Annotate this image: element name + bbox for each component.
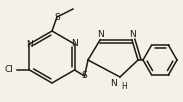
Text: S: S (82, 72, 87, 80)
Text: S: S (54, 13, 60, 22)
Text: N: N (129, 30, 135, 39)
Text: N: N (97, 30, 103, 39)
Text: N: N (26, 39, 33, 48)
Text: N: N (110, 79, 117, 88)
Text: Cl: Cl (5, 65, 14, 74)
Text: N: N (71, 39, 78, 48)
Text: H: H (121, 82, 127, 91)
